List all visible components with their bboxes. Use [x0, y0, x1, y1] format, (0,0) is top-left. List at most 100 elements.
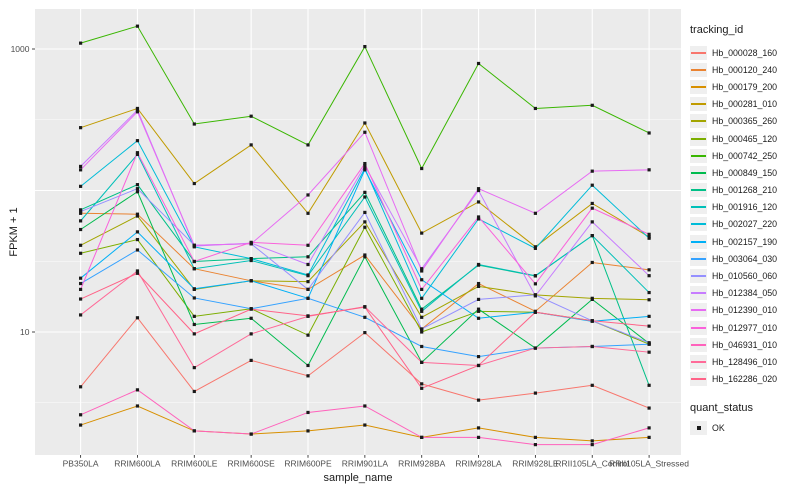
line-swatch-icon [691, 378, 706, 381]
data-point [249, 240, 253, 244]
data-point [590, 443, 594, 447]
y-tick-label: 10 [20, 327, 30, 337]
data-point [79, 297, 83, 301]
data-point [79, 276, 83, 280]
data-point [192, 314, 196, 318]
data-point [363, 253, 367, 257]
series-line-swatch [690, 97, 707, 112]
data-point [192, 366, 196, 370]
line-swatch-icon [691, 103, 706, 106]
legend-item-Hb_000742_250: Hb_000742_250 [690, 147, 798, 164]
data-point [135, 190, 140, 194]
data-point [363, 44, 367, 49]
data-point [476, 284, 481, 289]
data-point [306, 287, 310, 292]
line-swatch-icon [691, 51, 706, 54]
data-point [590, 183, 594, 187]
series-line-swatch [690, 200, 707, 215]
data-point [192, 287, 196, 291]
data-point [420, 307, 424, 311]
legend-label: Hb_010560_060 [712, 271, 778, 282]
data-point [79, 385, 83, 389]
data-point [79, 423, 83, 427]
data-point [249, 143, 253, 147]
data-point [135, 212, 140, 216]
data-point [590, 103, 594, 107]
data-point [192, 429, 196, 433]
data-point [476, 363, 481, 368]
data-point [363, 130, 367, 134]
legend-item-Hb_010560_060: Hb_010560_060 [690, 267, 798, 284]
x-tick-label: RRII105LA_Stressed [609, 459, 689, 469]
data-point [476, 281, 481, 286]
data-point [647, 341, 651, 345]
data-point [249, 316, 253, 320]
legend-label-ok: OK [712, 423, 725, 434]
data-point [420, 382, 424, 386]
legend-label: Hb_000849_150 [712, 167, 778, 178]
series-line-swatch [690, 45, 707, 60]
data-point [363, 404, 367, 408]
data-point [420, 344, 424, 349]
data-point [590, 439, 594, 443]
data-point [363, 195, 367, 199]
series-line-swatch [690, 372, 707, 387]
data-point [476, 215, 481, 219]
data-point [79, 211, 83, 215]
data-point [79, 227, 83, 232]
data-point [135, 271, 140, 275]
data-point [420, 267, 424, 271]
data-point [420, 435, 424, 439]
line-swatch-icon [691, 68, 706, 71]
x-tick-label: RRIM600PE [284, 459, 332, 469]
x-tick-label: RRIM928BA [398, 459, 446, 469]
legend-label: Hb_000028_160 [712, 47, 778, 58]
data-point [533, 106, 537, 111]
legend-label: Hb_000365_260 [712, 116, 778, 127]
data-point [590, 260, 594, 265]
legend-item-Hb_001916_120: Hb_001916_120 [690, 199, 798, 216]
data-point [363, 225, 367, 229]
line-swatch-icon [691, 120, 706, 123]
legend-label: Hb_046931_010 [712, 339, 778, 350]
data-point [135, 388, 140, 392]
line-swatch-icon [691, 343, 706, 346]
x-tick-label: RRIM600SE [228, 459, 276, 469]
legend-label: Hb_000120_240 [712, 64, 778, 75]
series-line-swatch [690, 114, 707, 129]
data-point [533, 246, 537, 250]
data-point [590, 220, 594, 224]
data-point [363, 220, 367, 224]
x-tick-label: PB350LA [63, 459, 99, 469]
legend-title-quant-status: quant_status [690, 401, 753, 414]
data-point [79, 208, 83, 212]
legend-label: Hb_001268_210 [712, 185, 778, 196]
y-tick-label: 1000 [11, 44, 30, 54]
series-line-swatch [690, 251, 707, 266]
series-line-swatch [690, 79, 707, 94]
line-swatch-icon [691, 189, 706, 192]
legend-label: Hb_000742_250 [712, 150, 778, 161]
data-point [135, 316, 140, 320]
data-point [590, 344, 594, 349]
data-point [533, 435, 537, 439]
line-swatch-icon [691, 309, 706, 312]
legend-label: Hb_000465_120 [712, 133, 778, 144]
data-point [476, 217, 481, 221]
series-line-swatch [690, 286, 707, 301]
data-point [420, 330, 424, 334]
data-point [533, 274, 537, 278]
data-point [79, 313, 83, 317]
data-point [363, 161, 367, 166]
data-point [135, 269, 140, 273]
data-point [79, 243, 83, 247]
data-point [79, 168, 83, 172]
data-point [363, 210, 367, 215]
data-point [590, 234, 594, 238]
data-point [647, 131, 651, 135]
data-point [79, 287, 83, 292]
data-point [249, 257, 253, 261]
line-swatch-icon [691, 206, 706, 209]
